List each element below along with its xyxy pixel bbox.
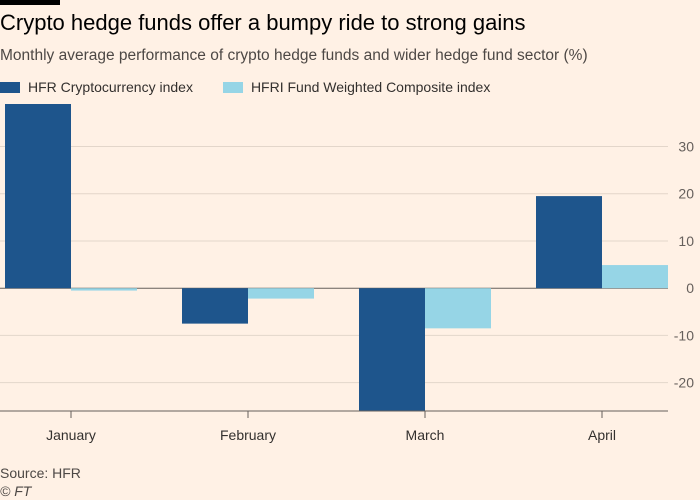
bar-chart: 30 20 10 0 -10 -20 January February March April: [0, 104, 694, 443]
x-tick-label: April: [588, 427, 616, 443]
x-tick-label: March: [406, 427, 445, 443]
bar-crypto-february: [182, 288, 248, 324]
x-tick-label: February: [220, 427, 276, 443]
y-tick-label: 0: [686, 280, 694, 296]
legend-item-crypto: HFR Cryptocurrency index: [0, 79, 193, 95]
legend-swatch-crypto: [0, 81, 20, 93]
source-note: Source: HFR: [0, 465, 81, 481]
bar-composite-january: [71, 288, 137, 291]
legend-label-crypto: HFR Cryptocurrency index: [28, 79, 193, 95]
bar-crypto-january: [5, 104, 71, 289]
legend-label-composite: HFRI Fund Weighted Composite index: [250, 79, 491, 95]
bar-crypto-march: [359, 288, 425, 411]
x-tick-label: January: [46, 427, 96, 443]
y-tick-label: 10: [678, 233, 694, 249]
chart-title: Crypto hedge funds offer a bumpy ride to…: [0, 10, 526, 35]
y-tick-label: 20: [678, 186, 694, 202]
y-tick-label: 30: [678, 139, 694, 155]
bar-composite-april: [602, 265, 668, 289]
brand-bar: [0, 0, 60, 5]
y-tick-label: -20: [674, 375, 694, 391]
bar-crypto-april: [536, 196, 602, 289]
bar-composite-february: [248, 288, 314, 299]
legend-item-composite: HFRI Fund Weighted Composite index: [222, 79, 491, 95]
chart-subtitle: Monthly average performance of crypto he…: [0, 47, 588, 64]
y-tick-label: -10: [674, 327, 694, 343]
bar-composite-march: [425, 288, 491, 329]
legend: HFR Cryptocurrency index HFRI Fund Weigh…: [0, 79, 520, 95]
legend-swatch-composite: [222, 81, 243, 93]
copyright-note: © FT: [0, 483, 32, 499]
